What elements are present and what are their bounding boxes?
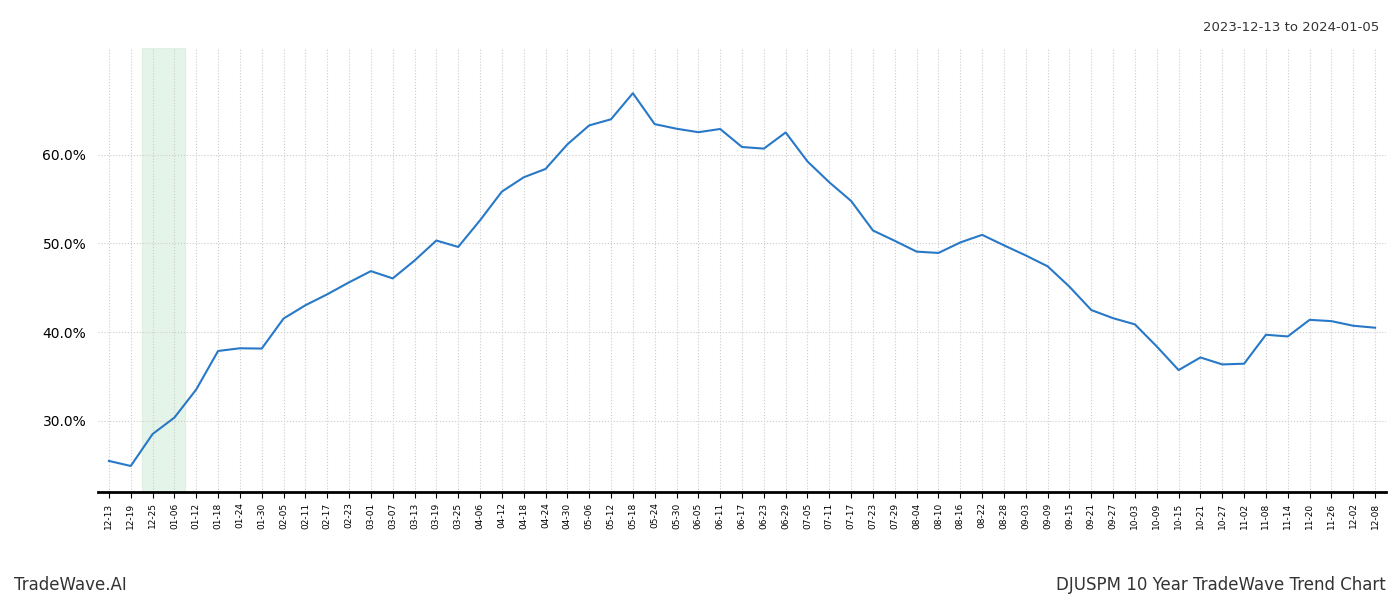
Bar	[141, 48, 185, 492]
Text: DJUSPM 10 Year TradeWave Trend Chart: DJUSPM 10 Year TradeWave Trend Chart	[1056, 576, 1386, 594]
Text: TradeWave.AI: TradeWave.AI	[14, 576, 127, 594]
Text: 2023-12-13 to 2024-01-05: 2023-12-13 to 2024-01-05	[1203, 21, 1379, 34]
